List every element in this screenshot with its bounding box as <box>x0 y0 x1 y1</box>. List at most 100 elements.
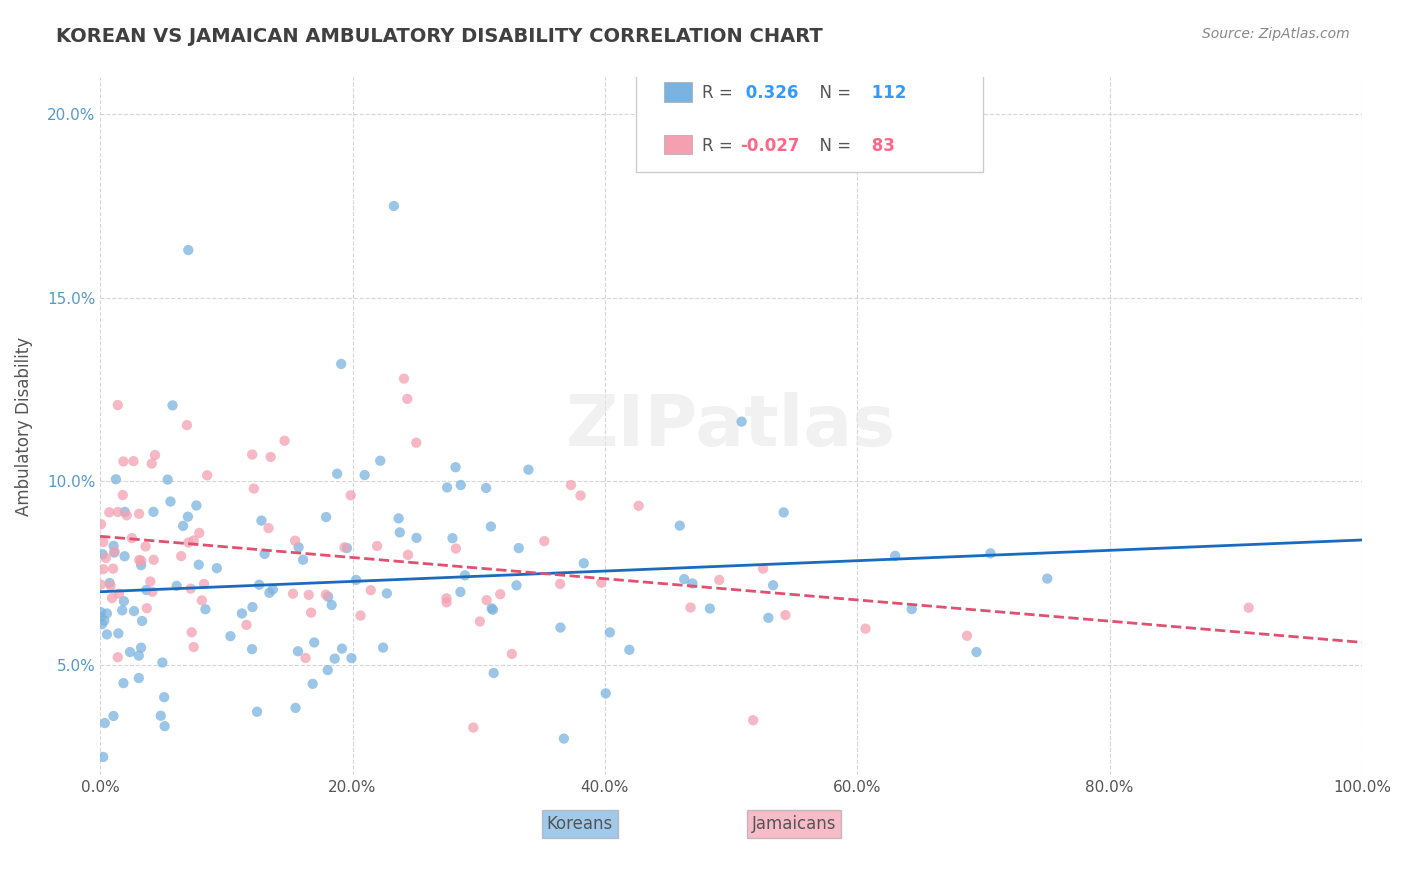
Point <box>444 541 467 556</box>
Point <box>340 651 363 665</box>
Point <box>569 489 592 503</box>
Point <box>772 505 794 519</box>
Point <box>482 603 505 617</box>
Point <box>153 719 176 733</box>
Point <box>479 519 502 533</box>
Point <box>177 535 200 549</box>
Point <box>91 547 114 561</box>
Point <box>93 614 115 628</box>
Point <box>91 562 114 576</box>
Point <box>177 509 200 524</box>
Point <box>156 473 179 487</box>
Point <box>91 535 114 549</box>
Point <box>326 467 349 481</box>
Point <box>548 577 571 591</box>
Text: N =: N = <box>810 85 856 103</box>
Point <box>112 454 135 468</box>
Point <box>89 610 111 624</box>
Point <box>128 671 150 685</box>
Point <box>107 626 129 640</box>
Point <box>349 608 371 623</box>
Point <box>150 656 173 670</box>
Point <box>219 629 242 643</box>
Text: Source: ZipAtlas.com: Source: ZipAtlas.com <box>1202 27 1350 41</box>
FancyBboxPatch shape <box>664 135 692 154</box>
Point <box>301 677 323 691</box>
Point <box>405 531 427 545</box>
Point <box>330 357 353 371</box>
Point <box>260 450 283 464</box>
Point <box>128 553 150 567</box>
Point <box>1036 572 1059 586</box>
Point <box>884 549 907 563</box>
Point <box>382 199 405 213</box>
Point <box>129 558 152 573</box>
Point <box>183 640 205 654</box>
Point <box>294 651 316 665</box>
Point <box>668 518 690 533</box>
Point <box>135 582 157 597</box>
Point <box>180 625 202 640</box>
Point <box>122 604 145 618</box>
Point <box>166 579 188 593</box>
Point <box>321 598 343 612</box>
Point <box>284 533 307 548</box>
Point <box>900 602 922 616</box>
Point <box>172 519 194 533</box>
Point <box>762 578 785 592</box>
Point <box>756 611 779 625</box>
Point <box>107 650 129 665</box>
Point <box>180 582 202 596</box>
Text: -0.027: -0.027 <box>740 136 800 155</box>
Point <box>449 585 471 599</box>
Point <box>742 713 765 727</box>
Text: Koreans: Koreans <box>547 815 613 833</box>
Point <box>595 686 617 700</box>
Point <box>481 601 503 615</box>
Point <box>191 593 214 607</box>
Text: R =: R = <box>702 136 738 155</box>
Point <box>368 454 391 468</box>
Point <box>177 243 200 257</box>
Point <box>463 721 485 735</box>
Point <box>103 539 125 553</box>
Point <box>183 533 205 548</box>
Point <box>673 572 696 586</box>
Point <box>111 603 134 617</box>
Point <box>709 573 731 587</box>
Point <box>1237 600 1260 615</box>
Text: KOREAN VS JAMAICAN AMBULATORY DISABILITY CORRELATION CHART: KOREAN VS JAMAICAN AMBULATORY DISABILITY… <box>56 27 823 45</box>
Point <box>90 605 112 619</box>
Point <box>316 590 339 604</box>
Point <box>159 494 181 508</box>
Point <box>315 510 337 524</box>
Point <box>142 505 165 519</box>
Point <box>121 531 143 545</box>
Point <box>323 651 346 665</box>
Point <box>103 709 125 723</box>
Point <box>396 548 419 562</box>
Point <box>111 488 134 502</box>
Text: ZIPatlas: ZIPatlas <box>567 392 896 461</box>
Point <box>195 468 218 483</box>
Point <box>122 454 145 468</box>
Point <box>560 478 582 492</box>
Point <box>501 647 523 661</box>
Point <box>396 392 419 406</box>
Point <box>550 621 572 635</box>
Point <box>104 472 127 486</box>
Point <box>330 641 353 656</box>
Point <box>299 606 322 620</box>
Point <box>699 601 721 615</box>
Point <box>360 583 382 598</box>
Point <box>388 511 411 525</box>
Point <box>246 705 269 719</box>
Point <box>242 600 264 615</box>
Point <box>96 627 118 641</box>
Point <box>240 642 263 657</box>
Point <box>129 640 152 655</box>
Point <box>107 398 129 412</box>
Point <box>257 521 280 535</box>
Point <box>96 607 118 621</box>
Point <box>627 499 650 513</box>
